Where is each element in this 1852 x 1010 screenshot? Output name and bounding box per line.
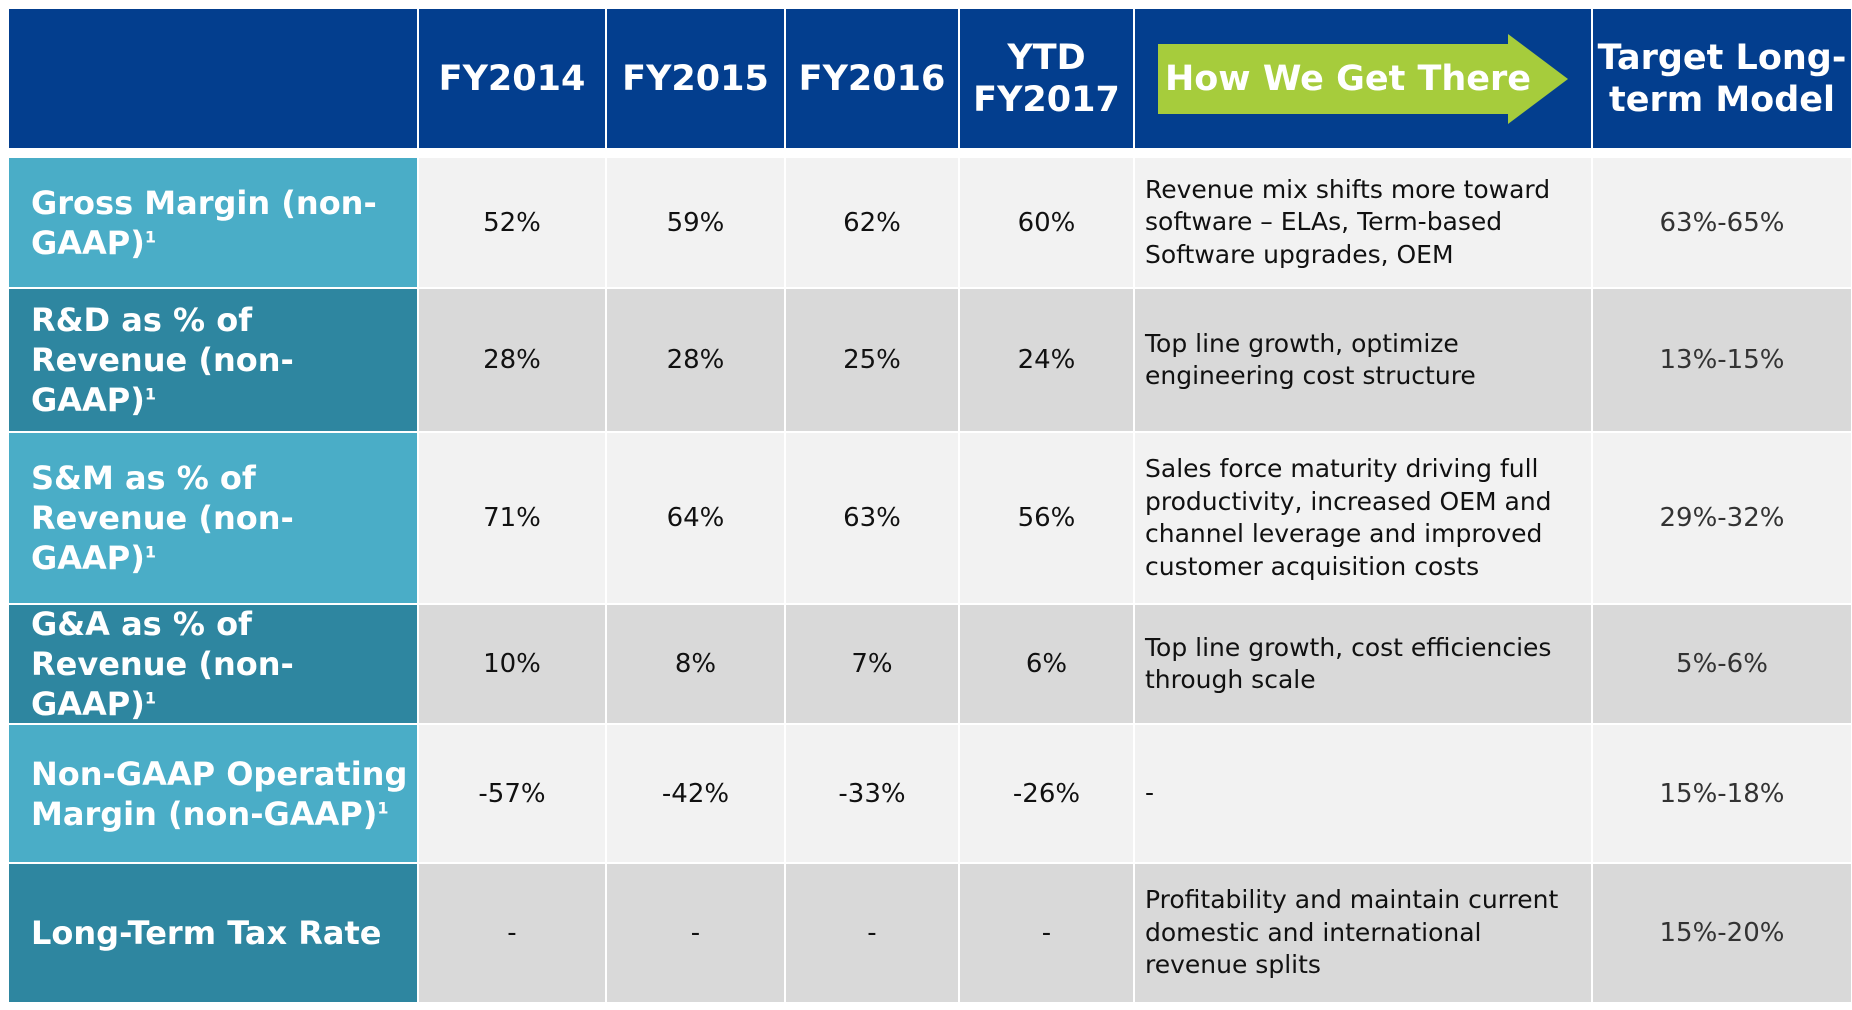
- value-cell: -: [960, 864, 1133, 1002]
- value-cell: -: [786, 864, 958, 1002]
- how-cell: Sales force maturity driving full produc…: [1135, 433, 1591, 603]
- value-cell: 28%: [607, 289, 784, 431]
- how-cell: -: [1135, 725, 1591, 862]
- label-text: Non-GAAP Operating Margin (non-GAAP)1: [31, 754, 408, 833]
- label-text: Long-Term Tax Rate: [31, 914, 382, 952]
- label-text: G&A as % of Revenue (non-GAAP)1: [31, 605, 294, 723]
- footnote: 1: [144, 542, 157, 562]
- value-cell: 6%: [960, 605, 1133, 723]
- arrow-shape: [1158, 33, 1568, 124]
- value-cell: 63%: [786, 433, 958, 603]
- row-label: Long-Term Tax Rate: [9, 864, 417, 1002]
- value-cell: 59%: [607, 158, 784, 287]
- value-cell: 24%: [960, 289, 1133, 431]
- row-label: Gross Margin (non-GAAP)1: [9, 158, 417, 287]
- header-cell: FY2016: [786, 9, 958, 148]
- how-cell: Profitability and maintain current domes…: [1135, 864, 1591, 1002]
- how-cell: Revenue mix shifts more toward software …: [1135, 158, 1591, 287]
- value-cell: -26%: [960, 725, 1133, 862]
- value-cell: 8%: [607, 605, 784, 723]
- value-cell: 71%: [419, 433, 605, 603]
- label-text: S&M as % of Revenue (non-GAAP)1: [31, 459, 294, 577]
- target-cell: 63%-65%: [1593, 158, 1851, 287]
- target-cell: 29%-32%: [1593, 433, 1851, 603]
- header-cell: FY2014: [419, 9, 605, 148]
- footnote: 1: [144, 688, 157, 708]
- value-cell: 60%: [960, 158, 1133, 287]
- value-cell: -42%: [607, 725, 784, 862]
- value-cell: -: [607, 864, 784, 1002]
- row-label: Non-GAAP Operating Margin (non-GAAP)1: [9, 725, 417, 862]
- header-cell: YTD FY2017: [960, 9, 1133, 148]
- value-cell: 7%: [786, 605, 958, 723]
- value-cell: 52%: [419, 158, 605, 287]
- value-cell: -33%: [786, 725, 958, 862]
- value-cell: 10%: [419, 605, 605, 723]
- arrow-banner: How We Get There: [1158, 33, 1568, 124]
- row-label: G&A as % of Revenue (non-GAAP)1: [9, 605, 417, 723]
- header-cell: How We Get There: [1135, 9, 1591, 148]
- value-cell: 28%: [419, 289, 605, 431]
- row-label: S&M as % of Revenue (non-GAAP)1: [9, 433, 417, 603]
- value-cell: 64%: [607, 433, 784, 603]
- header-cell: Target Long-term Model: [1593, 9, 1851, 148]
- table: FY2014 FY2015 FY2016 YTD FY2017 How We Get T…: [9, 9, 1851, 1002]
- value-cell: -57%: [419, 725, 605, 862]
- target-cell: 13%-15%: [1593, 289, 1851, 431]
- label-text: Gross Margin (non-GAAP)1: [31, 183, 377, 262]
- target-cell: 15%-18%: [1593, 725, 1851, 862]
- footnote: 1: [377, 797, 389, 817]
- value-cell: 25%: [786, 289, 958, 431]
- footnote: 1: [144, 226, 157, 246]
- value-cell: -: [419, 864, 605, 1002]
- value-cell: 56%: [960, 433, 1133, 603]
- label-text: R&D as % of Revenue (non-GAAP)1: [31, 301, 294, 419]
- header-text: How We Get There: [1164, 58, 1532, 99]
- header-cell: FY2015: [607, 9, 784, 148]
- how-cell: Top line growth, optimize engineering co…: [1135, 289, 1591, 431]
- row-label: R&D as % of Revenue (non-GAAP)1: [9, 289, 417, 431]
- footnote: 1: [144, 384, 157, 404]
- value-cell: 62%: [786, 158, 958, 287]
- target-cell: 15%-20%: [1593, 864, 1851, 1002]
- header-corner: [9, 9, 417, 148]
- target-cell: 5%-6%: [1593, 605, 1851, 723]
- how-cell: Top line growth, cost efficiencies throu…: [1135, 605, 1591, 723]
